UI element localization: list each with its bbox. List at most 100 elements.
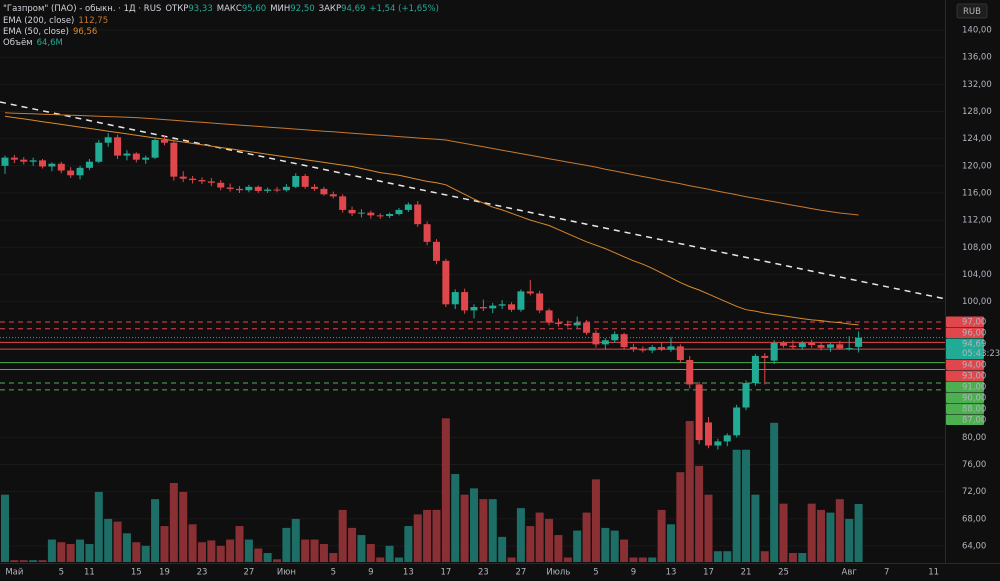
- candle-body: [648, 347, 656, 351]
- candle-body: [423, 224, 431, 242]
- y-tick-label: 116,00: [962, 188, 992, 198]
- volume-bar: [591, 479, 600, 562]
- volume-bar: [197, 542, 206, 562]
- candle-body: [301, 175, 309, 187]
- volume-bar: [338, 509, 347, 562]
- candle-body: [339, 196, 347, 210]
- level-label: 93,00: [962, 371, 986, 381]
- volume-bar: [545, 518, 554, 562]
- ema-line: [4, 112, 859, 216]
- x-tick-label: 9: [368, 568, 373, 578]
- candle-body: [10, 157, 18, 160]
- field-value: 93,33: [188, 4, 212, 14]
- volume-bar: [38, 560, 47, 562]
- x-tick-label: Май: [5, 568, 23, 578]
- candle-body: [170, 142, 178, 177]
- candle-body: [545, 310, 553, 323]
- level-label-box: [946, 316, 984, 327]
- y-tick-label: 80,00: [962, 433, 986, 443]
- volume-bar: [423, 509, 432, 562]
- candle-body: [95, 142, 103, 162]
- x-tick-label: 9: [631, 568, 636, 578]
- volume-bar: [723, 551, 732, 562]
- x-tick-label: 27: [515, 568, 526, 578]
- level-label: 97,00: [962, 317, 986, 327]
- field-value: 92,50: [290, 4, 314, 14]
- volume-bar: [760, 551, 769, 562]
- candle-body: [1, 157, 9, 166]
- volume-bar: [94, 491, 103, 562]
- volume-bar: [817, 509, 826, 562]
- field-value: 94,69: [341, 4, 365, 14]
- volume-bar: [151, 499, 160, 562]
- x-tick-label: 27: [243, 568, 254, 578]
- level-label: 91,00: [962, 382, 986, 392]
- volume-bar: [657, 509, 666, 562]
- volume-bar: [854, 503, 863, 562]
- volume-bar: [516, 508, 525, 562]
- volume-bar: [573, 530, 582, 562]
- candle-body: [367, 212, 375, 216]
- volume-bar: [29, 560, 38, 562]
- y-tick-label: 140,00: [962, 26, 992, 36]
- level-label: 87,00: [962, 415, 986, 425]
- volume-bar: [132, 542, 141, 562]
- candle-body: [76, 167, 84, 176]
- candle-body: [826, 344, 834, 348]
- y-tick-label: 124,00: [962, 134, 992, 144]
- candle-body: [20, 159, 28, 162]
- countdown-label: 05:43:23: [962, 349, 1000, 359]
- candle-body: [629, 347, 637, 350]
- x-tick-label: 21: [741, 568, 752, 578]
- candle-body: [320, 188, 328, 195]
- candle-body: [845, 348, 853, 350]
- volume-bar: [704, 494, 713, 562]
- candle-body: [151, 139, 159, 158]
- indicator-name: EMA (200, close): [3, 16, 74, 26]
- volume-bar: [413, 514, 422, 562]
- candle-body: [564, 323, 572, 326]
- volume-bar: [554, 535, 563, 562]
- volume-bar: [301, 539, 310, 562]
- volume-bar: [441, 418, 450, 562]
- candle-body: [160, 139, 168, 143]
- x-tick-label: 25: [778, 568, 789, 578]
- field-label: МИН: [270, 4, 290, 14]
- currency-box[interactable]: [956, 3, 988, 19]
- volume-bar: [638, 557, 647, 562]
- level-label-box: [946, 403, 984, 414]
- candle-body: [395, 209, 403, 214]
- candle-body: [705, 422, 712, 446]
- candle-body: [236, 188, 243, 191]
- volume-bar: [404, 526, 413, 562]
- trend-line: [0, 101, 946, 300]
- candle-body: [142, 157, 150, 160]
- indicator-name: EMA (50, close): [3, 27, 69, 37]
- volume-bar: [695, 465, 704, 562]
- volume-bar: [376, 557, 385, 562]
- candle-body: [639, 349, 647, 351]
- volume-bar: [122, 533, 131, 562]
- x-tick-label: 7: [884, 568, 889, 578]
- level-label-box: [946, 327, 984, 338]
- candle-body: [311, 186, 319, 189]
- candle-body: [742, 383, 750, 408]
- volume-bar: [216, 545, 225, 562]
- candle-body: [217, 182, 225, 188]
- candle-body: [470, 307, 478, 311]
- volume-bar: [451, 473, 460, 562]
- y-tick-label: 132,00: [962, 80, 992, 90]
- x-tick-label: 17: [703, 568, 714, 578]
- candle-body: [667, 346, 675, 350]
- candle-body: [132, 153, 140, 160]
- candle-body: [658, 347, 666, 350]
- y-tick-label: 104,00: [962, 270, 992, 280]
- x-tick-label: 19: [159, 568, 170, 578]
- x-tick-label: 15: [131, 568, 142, 578]
- volume-bar: [620, 539, 629, 562]
- candle-body: [29, 160, 37, 162]
- candle-body: [498, 304, 506, 306]
- y-tick-label: 72,00: [962, 487, 986, 497]
- candle-body: [686, 359, 694, 385]
- volume-bar: [488, 499, 497, 562]
